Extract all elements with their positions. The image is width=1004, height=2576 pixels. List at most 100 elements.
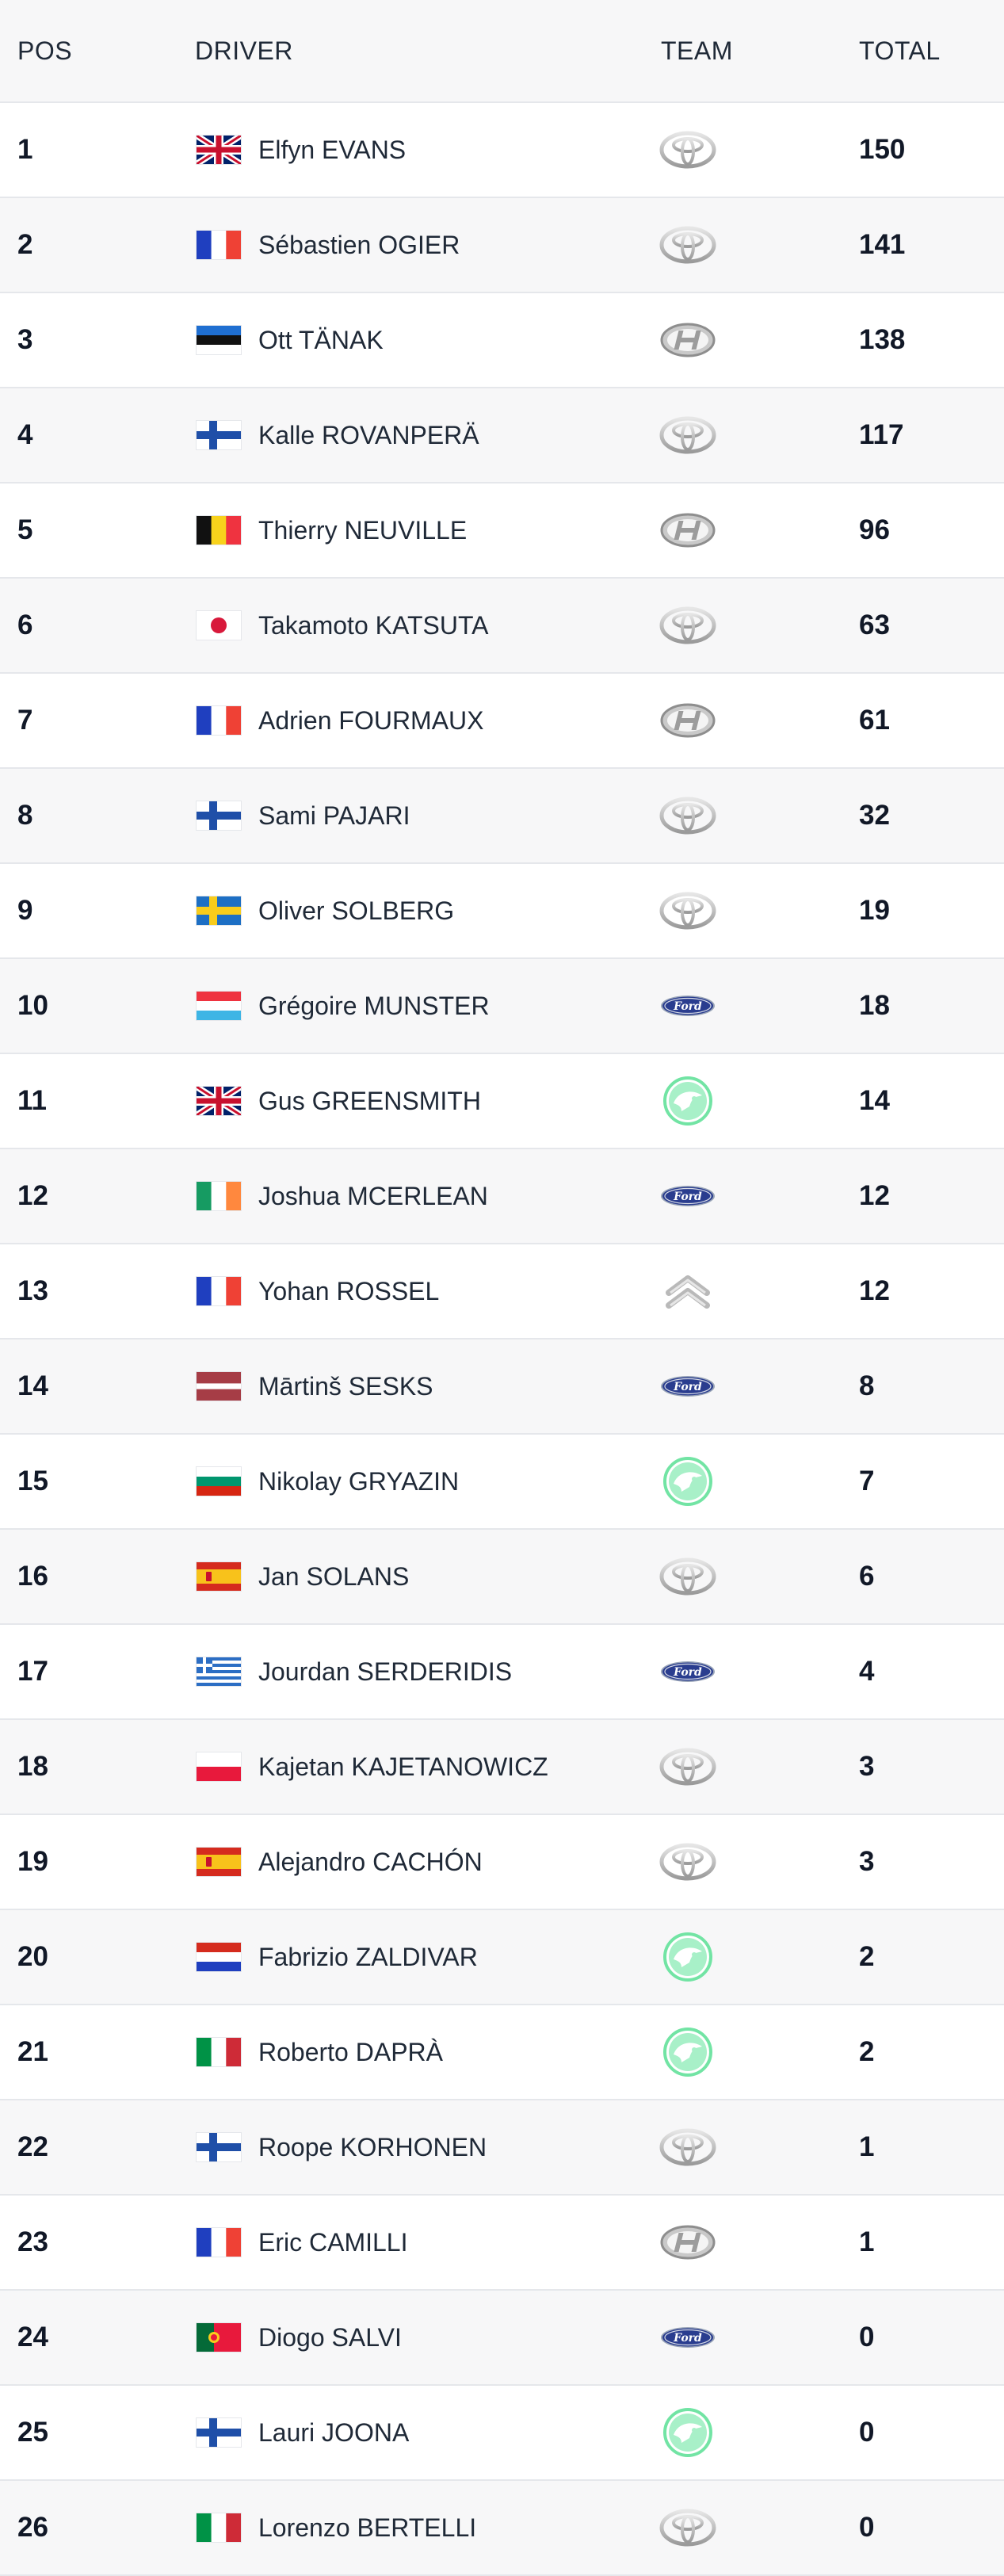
total-points-cell: 2	[859, 2036, 875, 2067]
total-points-cell: 96	[859, 514, 890, 545]
total-points-cell: 12	[859, 1275, 890, 1306]
driver-name[interactable]: Ott TÄNAK	[258, 325, 384, 354]
ford-logo-icon: Ford	[658, 959, 718, 1053]
total-points-cell: 7	[859, 1466, 875, 1496]
table-row[interactable]: 6 Takamoto KATSUTA 63	[0, 579, 1004, 674]
position-cell: 11	[17, 1085, 47, 1116]
skoda-logo-icon	[658, 1910, 718, 2004]
table-row[interactable]: 2 Sébastien OGIER 141	[0, 198, 1004, 293]
table-row[interactable]: 15 Nikolay GRYAZIN 7	[0, 1435, 1004, 1530]
toyota-logo-icon	[658, 103, 718, 197]
flag-ee-icon	[197, 293, 241, 387]
table-row[interactable]: 11 Gus GREENSMITH 14	[0, 1054, 1004, 1149]
driver-name[interactable]: Jan SOLANS	[258, 1561, 410, 1591]
table-row[interactable]: 19 Alejandro CACHÓN 3	[0, 1815, 1004, 1910]
table-row[interactable]: 18 Kajetan KAJETANOWICZ 3	[0, 1720, 1004, 1815]
toyota-logo-icon	[658, 1530, 718, 1623]
table-row[interactable]: 8 Sami PAJARI 32	[0, 769, 1004, 864]
driver-name[interactable]: Fabrizio ZALDIVAR	[258, 1942, 478, 1971]
total-points-cell: 0	[859, 2417, 875, 2448]
total-points-cell: 12	[859, 1180, 890, 1211]
position-cell: 21	[17, 2036, 48, 2067]
table-row[interactable]: 16 Jan SOLANS 6	[0, 1530, 1004, 1625]
position-cell: 6	[17, 610, 33, 640]
total-points-cell: 8	[859, 1370, 875, 1401]
position-cell: 8	[17, 800, 33, 831]
table-row[interactable]: 9 Oliver SOLBERG 19	[0, 864, 1004, 959]
table-body: 1 Elfyn EVANS 150 2 Sébastien OGIER 141 3 Ot…	[0, 103, 1004, 2576]
driver-name[interactable]: Eric CAMILLI	[258, 2227, 408, 2257]
skoda-logo-icon	[658, 1054, 718, 1148]
driver-name[interactable]: Kalle ROVANPERÄ	[258, 420, 479, 449]
position-cell: 5	[17, 514, 33, 545]
position-cell: 20	[17, 1941, 48, 1972]
driver-name[interactable]: Sami PAJARI	[258, 801, 410, 830]
driver-name[interactable]: Oliver SOLBERG	[258, 896, 455, 925]
table-row[interactable]: 13 Yohan ROSSEL 12	[0, 1244, 1004, 1340]
total-points-cell: 1	[859, 2131, 875, 2162]
table-row[interactable]: 14 Mārtinš SESKS Ford 8	[0, 1340, 1004, 1435]
driver-name[interactable]: Jourdan SERDERIDIS	[258, 1657, 513, 1686]
total-points-cell: 4	[859, 1656, 875, 1687]
table-row[interactable]: 22 Roope KORHONEN 1	[0, 2100, 1004, 2196]
table-row[interactable]: 20 Fabrizio ZALDIVAR 2	[0, 1910, 1004, 2005]
position-cell: 16	[17, 1561, 48, 1592]
total-points-cell: 6	[859, 1561, 875, 1592]
flag-lu-icon	[197, 959, 241, 1053]
position-cell: 9	[17, 895, 33, 926]
table-row[interactable]: 1 Elfyn EVANS 150	[0, 103, 1004, 198]
driver-name[interactable]: Yohan ROSSEL	[258, 1276, 440, 1305]
total-points-cell: 32	[859, 800, 890, 831]
svg-text:Ford: Ford	[673, 1000, 702, 1013]
toyota-logo-icon	[658, 1720, 718, 1814]
toyota-logo-icon	[658, 198, 718, 292]
flag-fi-icon	[197, 388, 241, 482]
driver-name[interactable]: Kajetan KAJETANOWICZ	[258, 1752, 548, 1781]
table-row[interactable]: 24 Diogo SALVI Ford 0	[0, 2291, 1004, 2386]
position-cell: 25	[17, 2417, 48, 2448]
table-row[interactable]: 5 Thierry NEUVILLE 96	[0, 483, 1004, 579]
driver-name[interactable]: Adrien FOURMAUX	[258, 705, 484, 735]
hyundai-logo-icon	[658, 674, 718, 767]
flag-fr-icon	[197, 674, 241, 767]
table-row[interactable]: 10 Grégoire MUNSTER Ford 18	[0, 959, 1004, 1054]
table-row[interactable]: 21 Roberto DAPRÀ 2	[0, 2005, 1004, 2100]
svg-text:Ford: Ford	[673, 1191, 702, 1203]
driver-name[interactable]: Alejandro CACHÓN	[258, 1847, 483, 1876]
driver-name[interactable]: Nikolay GRYAZIN	[258, 1466, 460, 1496]
total-points-cell: 61	[859, 705, 890, 736]
svg-text:Ford: Ford	[673, 2332, 702, 2345]
flag-bg-icon	[197, 1435, 241, 1528]
driver-name[interactable]: Takamoto KATSUTA	[258, 610, 489, 640]
driver-name[interactable]: Elfyn EVANS	[258, 135, 407, 164]
table-row[interactable]: 4 Kalle ROVANPERÄ 117	[0, 388, 1004, 483]
driver-name[interactable]: Roberto DAPRÀ	[258, 2037, 443, 2066]
driver-name[interactable]: Grégoire MUNSTER	[258, 991, 490, 1020]
team-column-header: TEAM	[661, 36, 733, 65]
table-row[interactable]: 12 Joshua MCERLEAN Ford 12	[0, 1149, 1004, 1244]
flag-gb-icon	[197, 1054, 241, 1148]
driver-name[interactable]: Mārtinš SESKS	[258, 1371, 433, 1401]
hyundai-logo-icon	[658, 483, 718, 577]
table-row[interactable]: 3 Ott TÄNAK 138	[0, 293, 1004, 388]
flag-lv-icon	[197, 1340, 241, 1433]
flag-pt-icon	[197, 2291, 241, 2384]
table-row[interactable]: 25 Lauri JOONA 0	[0, 2386, 1004, 2481]
driver-name[interactable]: Joshua MCERLEAN	[258, 1181, 488, 1210]
driver-name[interactable]: Diogo SALVI	[258, 2322, 402, 2352]
table-row[interactable]: 23 Eric CAMILLI 1	[0, 2196, 1004, 2291]
flag-jp-icon	[197, 579, 241, 672]
flag-pl-icon	[197, 1720, 241, 1814]
table-row[interactable]: 7 Adrien FOURMAUX 61	[0, 674, 1004, 769]
table-row[interactable]: 17 Jourdan SERDERIDIS Ford 4	[0, 1625, 1004, 1720]
driver-name[interactable]: Sébastien OGIER	[258, 230, 460, 259]
position-cell: 2	[17, 229, 33, 260]
table-row[interactable]: 26 Lorenzo BERTELLI 0	[0, 2481, 1004, 2576]
driver-name[interactable]: Thierry NEUVILLE	[258, 515, 468, 545]
driver-name[interactable]: Roope KORHONEN	[258, 2132, 487, 2161]
driver-name[interactable]: Lorenzo BERTELLI	[258, 2513, 477, 2542]
position-cell: 12	[17, 1180, 48, 1211]
driver-name[interactable]: Gus GREENSMITH	[258, 1086, 481, 1115]
driver-name[interactable]: Lauri JOONA	[258, 2417, 410, 2447]
